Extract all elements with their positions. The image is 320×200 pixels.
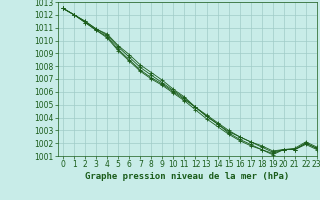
X-axis label: Graphe pression niveau de la mer (hPa): Graphe pression niveau de la mer (hPa) <box>85 172 289 181</box>
